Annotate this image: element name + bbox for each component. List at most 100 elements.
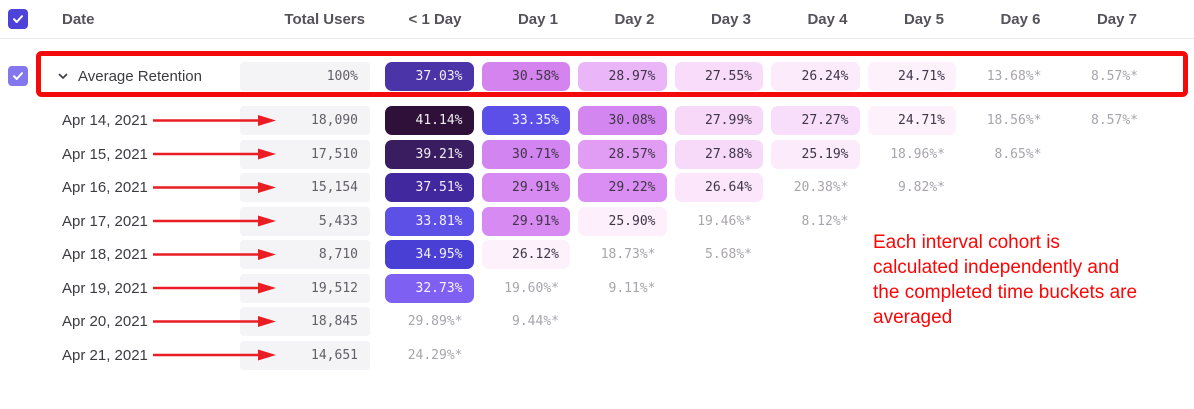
cohort-date-cell: Apr 20, 2021	[44, 313, 230, 330]
select-all-checkbox-cell	[0, 9, 44, 29]
total-users-cell: 15,154	[240, 173, 370, 202]
check-icon	[13, 72, 23, 80]
cohort-row: Apr 18, 2021 8,710 34.95% 26.12% 18.73%* 5.68…	[0, 240, 1194, 269]
total-users-cell: 5,433	[240, 206, 370, 236]
retention-value-cell: 9.44%*	[512, 314, 559, 329]
total-users-cell: 18,845	[240, 307, 370, 336]
annotation-note-line: calculated independently and	[873, 257, 1120, 278]
cohort-row: Apr 19, 2021 19,512 32.73% 19.60%* 9.11%*	[0, 273, 1194, 303]
retention-value-cell: 18.96%*	[890, 146, 945, 162]
average-retention-label-cell: Average Retention	[44, 68, 230, 85]
column-header-day-2: Day 2	[614, 10, 655, 28]
cohort-date-label: Apr 17, 2021	[62, 212, 148, 230]
average-retention-row: Average Retention 100% 37.03% 30.58% 28.97% 2…	[0, 61, 1194, 91]
retention-value-cell: 29.91%	[481, 206, 570, 236]
retention-value-cell: 19.46%*	[697, 213, 752, 229]
cohort-date-cell: Apr 16, 2021	[44, 179, 230, 196]
select-all-checkbox[interactable]	[8, 9, 28, 29]
average-row-checkbox[interactable]	[8, 66, 28, 86]
annotation-note-line: Each interval cohort is	[873, 232, 1060, 253]
total-users-cell: 8,710	[240, 240, 370, 269]
cohort-date-label: Apr 15, 2021	[62, 145, 148, 163]
retention-value-cell: 28.57%	[578, 139, 667, 169]
retention-value-cell: 27.88%	[674, 139, 763, 169]
retention-value-cell: 8.57%*	[1091, 68, 1138, 84]
retention-value-cell: 8.12%*	[801, 213, 849, 229]
column-header-date: Date	[62, 10, 95, 28]
retention-value-cell: 28.97%	[578, 61, 667, 91]
cohort-date-label: Apr 18, 2021	[62, 246, 148, 263]
cohort-date-cell: Apr 21, 2021	[44, 347, 230, 364]
column-header--1-day: < 1 Day	[408, 10, 462, 28]
cohort-date-label: Apr 14, 2021	[62, 112, 148, 129]
cohort-date-label: Apr 21, 2021	[62, 346, 148, 364]
retention-value-cell: 18.73%*	[600, 247, 656, 262]
check-icon	[13, 15, 23, 23]
cohort-date-label: Apr 16, 2021	[62, 179, 148, 196]
retention-value-cell: 9.82%*	[898, 180, 945, 195]
retention-value-cell: 41.14%	[385, 106, 474, 135]
total-users-cell: 18,090	[240, 106, 370, 135]
retention-value-cell: 29.89%*	[407, 314, 463, 329]
column-header-day-3: Day 3	[710, 10, 751, 28]
retention-value-cell: 20.38%*	[793, 180, 849, 195]
retention-value-cell: 18.56%*	[986, 113, 1042, 128]
retention-value-cell: 24.71%	[867, 61, 956, 91]
annotation-note: Each interval cohort is calculated indepe…	[873, 230, 1137, 330]
retention-value-cell: 24.71%	[867, 106, 956, 135]
retention-value-cell: 5.68%*	[705, 247, 752, 262]
retention-value-cell: 37.03%	[385, 61, 474, 91]
retention-value-cell: 25.90%	[578, 206, 667, 236]
total-users-cell: 17,510	[240, 139, 370, 169]
column-header-day-4: Day 4	[807, 10, 848, 28]
cohort-date-cell: Apr 17, 2021	[44, 213, 230, 230]
total-users-cell: 100%	[240, 61, 370, 91]
cohort-date-cell: Apr 18, 2021	[44, 246, 230, 263]
retention-value-cell: 27.55%	[674, 61, 763, 91]
retention-value-cell: 9.11%*	[608, 280, 656, 296]
column-header-total-users: Total Users	[284, 10, 365, 28]
column-header-day-1: Day 1	[517, 10, 558, 28]
retention-value-cell: 33.35%	[481, 106, 570, 135]
retention-value-cell: 13.68%*	[986, 68, 1042, 84]
retention-value-cell: 29.22%	[578, 173, 667, 202]
cohort-date-label: Apr 20, 2021	[62, 313, 148, 330]
row-checkbox-cell	[0, 66, 44, 86]
retention-value-cell: 27.99%	[674, 106, 763, 135]
cohort-row: Apr 15, 2021 17,510 39.21% 30.71% 28.57% 27.8…	[0, 139, 1194, 169]
column-header-day-7: Day 7	[1096, 10, 1137, 28]
column-header-day-5: Day 5	[903, 10, 944, 28]
retention-value-cell: 39.21%	[385, 139, 474, 169]
cohort-date-cell: Apr 15, 2021	[44, 146, 230, 163]
retention-value-cell: 34.95%	[385, 240, 474, 269]
retention-value-cell: 33.81%	[385, 206, 474, 236]
retention-value-cell: 27.27%	[771, 106, 860, 135]
total-users-cell: 19,512	[240, 273, 370, 303]
retention-value-cell: 26.64%	[674, 173, 763, 202]
retention-value-cell: 30.58%	[481, 61, 570, 91]
retention-value-cell: 37.51%	[385, 173, 474, 202]
retention-value-cell: 30.08%	[578, 106, 667, 135]
cohort-date-cell: Apr 14, 2021	[44, 112, 230, 129]
retention-value-cell: 29.91%	[481, 173, 570, 202]
cohort-row: Apr 21, 2021 14,651 24.29%*	[0, 340, 1194, 370]
total-users-cell: 14,651	[240, 340, 370, 370]
annotation-note-line: the completed time buckets are	[873, 282, 1138, 303]
average-retention-label: Average Retention	[78, 67, 202, 85]
retention-value-cell: 24.29%*	[407, 347, 463, 363]
retention-value-cell: 26.12%	[481, 240, 570, 269]
column-header-day-6: Day 6	[1000, 10, 1041, 28]
annotation-note-line: averaged	[873, 307, 953, 328]
retention-value-cell: 19.60%*	[504, 280, 559, 296]
retention-value-cell: 25.19%	[771, 139, 860, 169]
cohort-row: Apr 14, 2021 18,090 41.14% 33.35% 30.08% 27.9…	[0, 106, 1194, 135]
retention-value-cell: 8.65%*	[994, 146, 1042, 162]
cohort-date-cell: Apr 19, 2021	[44, 280, 230, 297]
chevron-down-icon[interactable]	[57, 70, 69, 82]
retention-value-cell: 32.73%	[385, 273, 474, 303]
retention-value-cell: 8.57%*	[1091, 113, 1138, 128]
retention-value-cell: 26.24%	[771, 61, 860, 91]
retention-value-cell: 30.71%	[481, 139, 570, 169]
table-header-row: Date Total Users < 1 Day Day 1 Day 2 Day 3 Day…	[0, 0, 1194, 39]
